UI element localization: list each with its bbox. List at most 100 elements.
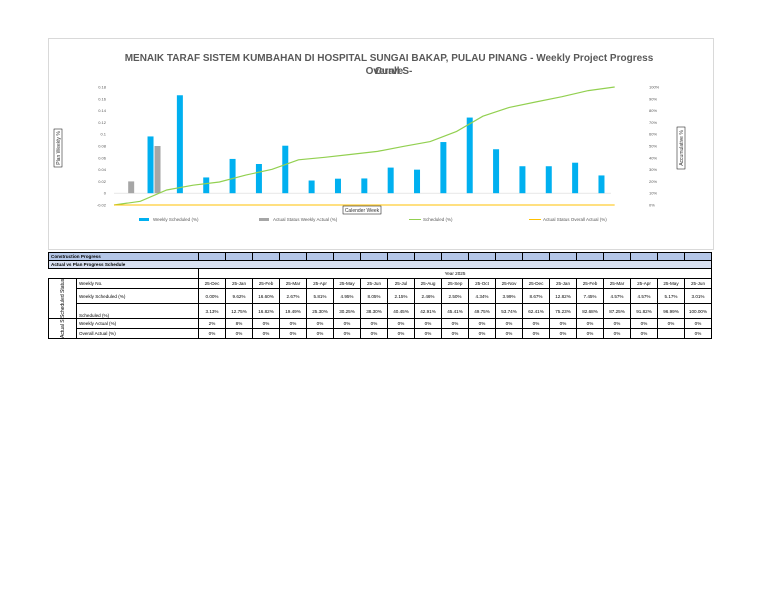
left-tick-label: 0.18 bbox=[98, 85, 107, 90]
weekly-actual-cell: 0% bbox=[576, 318, 604, 329]
right-tick-label: 20% bbox=[649, 179, 657, 184]
left-tick-label: 0.16 bbox=[98, 96, 107, 101]
overall-actual-cell: 0% bbox=[279, 328, 307, 339]
weekly-actual-cell: 0% bbox=[360, 318, 388, 329]
y-left-axis-title: Plan Weekly % bbox=[56, 131, 62, 165]
weekly-actual-cell: 8% bbox=[225, 318, 253, 329]
header-cell bbox=[468, 252, 496, 261]
x-axis-title: Calender Week bbox=[345, 208, 380, 214]
header-cell bbox=[333, 252, 361, 261]
legend-label: Actual Status Weekly Actual (%) bbox=[273, 217, 338, 222]
right-tick-label: 100% bbox=[649, 85, 660, 90]
chart-title: MENAIK TARAF SISTEM KUMBAHAN DI HOSPITAL… bbox=[124, 53, 654, 77]
right-tick-label: 10% bbox=[649, 191, 657, 196]
overall-actual-cell: 0% bbox=[441, 328, 469, 339]
weekly-scheduled-bar bbox=[519, 166, 526, 194]
scheduled-cell: 19.49% bbox=[279, 303, 307, 319]
week-header-cell: 25-Jun bbox=[684, 278, 712, 289]
scheduled-status-group-label: Scheduled Status bbox=[48, 278, 77, 319]
header-cell bbox=[657, 252, 685, 261]
overall-actual-cell: 0% bbox=[495, 328, 523, 339]
overall-actual-cell: 0% bbox=[684, 328, 712, 339]
scheduled-cumulative-line bbox=[113, 86, 615, 206]
overall-actual-cell: 0% bbox=[549, 328, 577, 339]
scheduled-cell: 25.30% bbox=[306, 303, 334, 319]
week-header-cell: 25-Apr bbox=[630, 278, 658, 289]
weekly-scheduled-bar bbox=[440, 142, 447, 194]
row-label-overall-actual: Overall Actual (%) bbox=[76, 328, 199, 339]
weekly-actual-cell: 0% bbox=[279, 318, 307, 329]
row-label-scheduled: Scheduled (%) bbox=[76, 303, 199, 319]
header-cell bbox=[441, 252, 469, 261]
left-tick-label: 0.04 bbox=[98, 167, 107, 172]
scheduled-cell: 91.82% bbox=[630, 303, 658, 319]
week-header-cell: 25-Oct bbox=[468, 278, 496, 289]
right-tick-label: 0% bbox=[649, 203, 655, 208]
left-tick-label: 0 bbox=[104, 191, 107, 196]
weekly-scheduled-bar bbox=[572, 162, 579, 194]
weekly-actual-cell: 0% bbox=[333, 318, 361, 329]
weekly-actual-bar bbox=[154, 146, 161, 194]
left-tick-label: 0.14 bbox=[98, 108, 107, 113]
weekly-scheduled-bar bbox=[414, 169, 421, 194]
weekly-actual-cell: 0% bbox=[684, 318, 712, 329]
overall-actual-row: Overall Actual (%) 0% 0% 0% 0% 0% 0% 0% 0% 0% 0% 0%… bbox=[49, 328, 712, 339]
overall-actual-cell: 0% bbox=[306, 328, 334, 339]
legend-swatch bbox=[139, 218, 149, 221]
scheduled-row: Scheduled (%) 3.13% 12.75% 16.82% 19.49% 25.3… bbox=[49, 303, 712, 319]
header-cell bbox=[684, 252, 712, 261]
left-tick-label: 0.02 bbox=[98, 179, 107, 184]
scheduled-cell: 12.75% bbox=[225, 303, 253, 319]
legend-label: Weekly Scheduled (%) bbox=[153, 217, 199, 222]
right-tick-label: 90% bbox=[649, 96, 657, 101]
scheduled-cell: 16.82% bbox=[252, 303, 280, 319]
overall-actual-cell: 0% bbox=[198, 328, 226, 339]
weekly-actual-cell: 0% bbox=[414, 318, 442, 329]
header-cell bbox=[198, 252, 226, 261]
left-tick-label: 0.08 bbox=[98, 144, 107, 149]
week-header-cell: 25-Mar bbox=[279, 278, 307, 289]
scheduled-cell: 30.25% bbox=[333, 303, 361, 319]
right-tick-label: 60% bbox=[649, 132, 657, 137]
header-cell bbox=[306, 252, 334, 261]
weekly-scheduled-bar bbox=[229, 158, 236, 194]
weekly-scheduled-cell: 4.34% bbox=[468, 288, 496, 304]
header-cell bbox=[549, 252, 577, 261]
overall-actual-cell: 0% bbox=[630, 328, 658, 339]
weekly-actual-bar bbox=[128, 181, 135, 194]
weekly-scheduled-cell: 2.15% bbox=[387, 288, 415, 304]
overall-actual-cell: 0% bbox=[225, 328, 253, 339]
weekly-scheduled-bar bbox=[255, 163, 262, 194]
scheduled-cell: 96.99% bbox=[657, 303, 685, 319]
overall-actual-cell: 0% bbox=[603, 328, 631, 339]
weekly-scheduled-bar bbox=[387, 167, 394, 194]
overall-actual-cell: 0% bbox=[333, 328, 361, 339]
y-right-axis-title: Accumulative % bbox=[679, 130, 685, 166]
weekly-actual-cell: 0% bbox=[306, 318, 334, 329]
year-row: Year 2025 bbox=[49, 268, 712, 279]
weekly-scheduled-cell: 4.95% bbox=[333, 288, 361, 304]
weekly-scheduled-bar bbox=[282, 145, 289, 194]
weekly-scheduled-cell: 4.57% bbox=[630, 288, 658, 304]
progress-table-container: Construction Progress Actual vs Plan Prog… bbox=[48, 252, 712, 339]
scheduled-cell: 87.25% bbox=[603, 303, 631, 319]
chart-title-continued: Curve bbox=[374, 66, 404, 77]
weekly-actual-cell: 0% bbox=[657, 318, 685, 329]
week-header-cell: 25-Dec bbox=[198, 278, 226, 289]
row-label-weekly-actual: Weekly Actual (%) bbox=[76, 318, 199, 329]
weekly-scheduled-cell: 3.01% bbox=[684, 288, 712, 304]
scheduled-cell: 40.45% bbox=[387, 303, 415, 319]
header-cell bbox=[225, 252, 253, 261]
overall-actual-cell: 0% bbox=[360, 328, 388, 339]
weekly-scheduled-bar bbox=[493, 149, 500, 194]
overall-actual-cell bbox=[657, 328, 685, 339]
weekly-scheduled-bar bbox=[361, 178, 368, 194]
actual-status-group-label: Actual Status bbox=[48, 318, 77, 339]
scheduled-cell: 82.68% bbox=[576, 303, 604, 319]
scheduled-cell: 62.41% bbox=[522, 303, 550, 319]
table-title-row: Construction Progress bbox=[48, 252, 712, 261]
scheduled-cell: 100.00% bbox=[684, 303, 712, 319]
weekly-scheduled-cell: 3.99% bbox=[495, 288, 523, 304]
scheduled-cell: 75.23% bbox=[549, 303, 577, 319]
legend-label: Actual Status Overall Actual (%) bbox=[543, 217, 607, 222]
